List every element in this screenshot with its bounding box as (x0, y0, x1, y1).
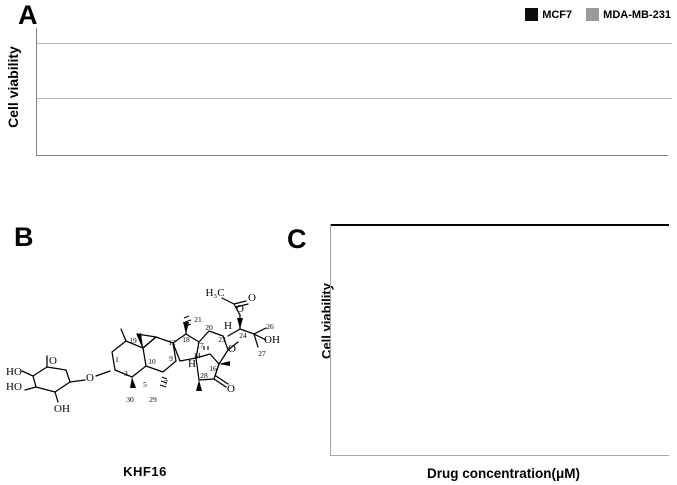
svg-text:21: 21 (194, 315, 202, 324)
svg-text:26: 26 (266, 322, 274, 331)
panel-a-gridline (37, 98, 672, 100)
panel-a-letter: A (18, 0, 38, 30)
svg-text:16: 16 (209, 364, 217, 373)
legend-swatch-mcf7 (525, 8, 539, 21)
svg-text:18: 18 (182, 335, 190, 344)
label-oh-sugar: OH (54, 403, 70, 415)
svg-text:19: 19 (129, 336, 137, 345)
panel-b-compound-name: KHF16 (123, 464, 167, 479)
svg-text:30: 30 (126, 395, 134, 404)
svg-text:1: 1 (115, 355, 119, 364)
panel-c-lines-svg (331, 224, 670, 456)
panel-a-y-axis-label: Cell viability (5, 46, 21, 128)
panel-c-x-axis-label: Drug concentration(μM) (426, 466, 580, 481)
svg-text:24: 24 (239, 331, 247, 340)
legend-label-mcf7: MCF7 (542, 8, 573, 21)
panel-c-letter: C (287, 224, 307, 254)
label-o-pyran: O (228, 343, 236, 355)
panel-c-reference-line (331, 224, 669, 226)
label-o-glycoside: O (86, 372, 94, 384)
svg-text:7: 7 (164, 378, 168, 387)
panel-a-x-tick-labels (36, 157, 668, 203)
panel-b: B (0, 222, 290, 485)
label-o-carbonyl: O (248, 292, 256, 304)
legend-item-mda-mb-231: MDA-MB-231 (586, 8, 671, 21)
svg-text:12: 12 (168, 338, 176, 347)
svg-text:20: 20 (205, 323, 213, 332)
panel-a-plot-area (36, 28, 672, 156)
legend-item-mcf7: MCF7 (525, 8, 572, 21)
label-o-ring: O (49, 355, 57, 367)
svg-text:14: 14 (193, 351, 201, 360)
panel-a-bars (37, 28, 668, 155)
panel-a-gridline (37, 42, 672, 44)
structure-svg: HO HO OH O O O O O O OH H₃C H H 1 (6, 287, 280, 415)
svg-text:23: 23 (218, 335, 226, 344)
svg-text:27: 27 (258, 349, 266, 358)
svg-text:9: 9 (169, 354, 173, 363)
label-o-ketone: O (227, 383, 235, 395)
chemical-structure-khf16: HO HO OH O O O O O O OH H₃C H H 1 (0, 230, 290, 445)
svg-text:10: 10 (148, 357, 156, 366)
label-h-c17: H (188, 358, 196, 370)
label-ho-2: HO (6, 381, 22, 393)
svg-text:17: 17 (196, 341, 204, 350)
label-h-c23: H (224, 320, 232, 332)
label-h3c: H₃C (205, 287, 224, 299)
svg-text:3: 3 (124, 369, 128, 378)
label-ho-1: HO (6, 366, 22, 378)
svg-text:29: 29 (149, 395, 157, 404)
legend-label-mda-mb-231: MDA-MB-231 (603, 8, 671, 21)
label-oh-c25: OH (264, 334, 280, 346)
svg-text:5: 5 (143, 380, 147, 389)
panel-a-legend: MCF7 MDA-MB-231 (525, 8, 671, 21)
panel-c: C Cell viability Drug concentration(μM) (285, 222, 677, 485)
panel-a: A MCF7 MDA-MB-231 Cell viability (0, 0, 677, 228)
panel-c-plot-area (330, 224, 669, 456)
panel-a-significance-stars (36, 200, 668, 220)
legend-swatch-mda-mb-231 (586, 8, 600, 21)
panel-b-letter: B (14, 222, 34, 252)
label-o-ester: O (236, 303, 244, 315)
svg-text:28: 28 (200, 371, 208, 380)
